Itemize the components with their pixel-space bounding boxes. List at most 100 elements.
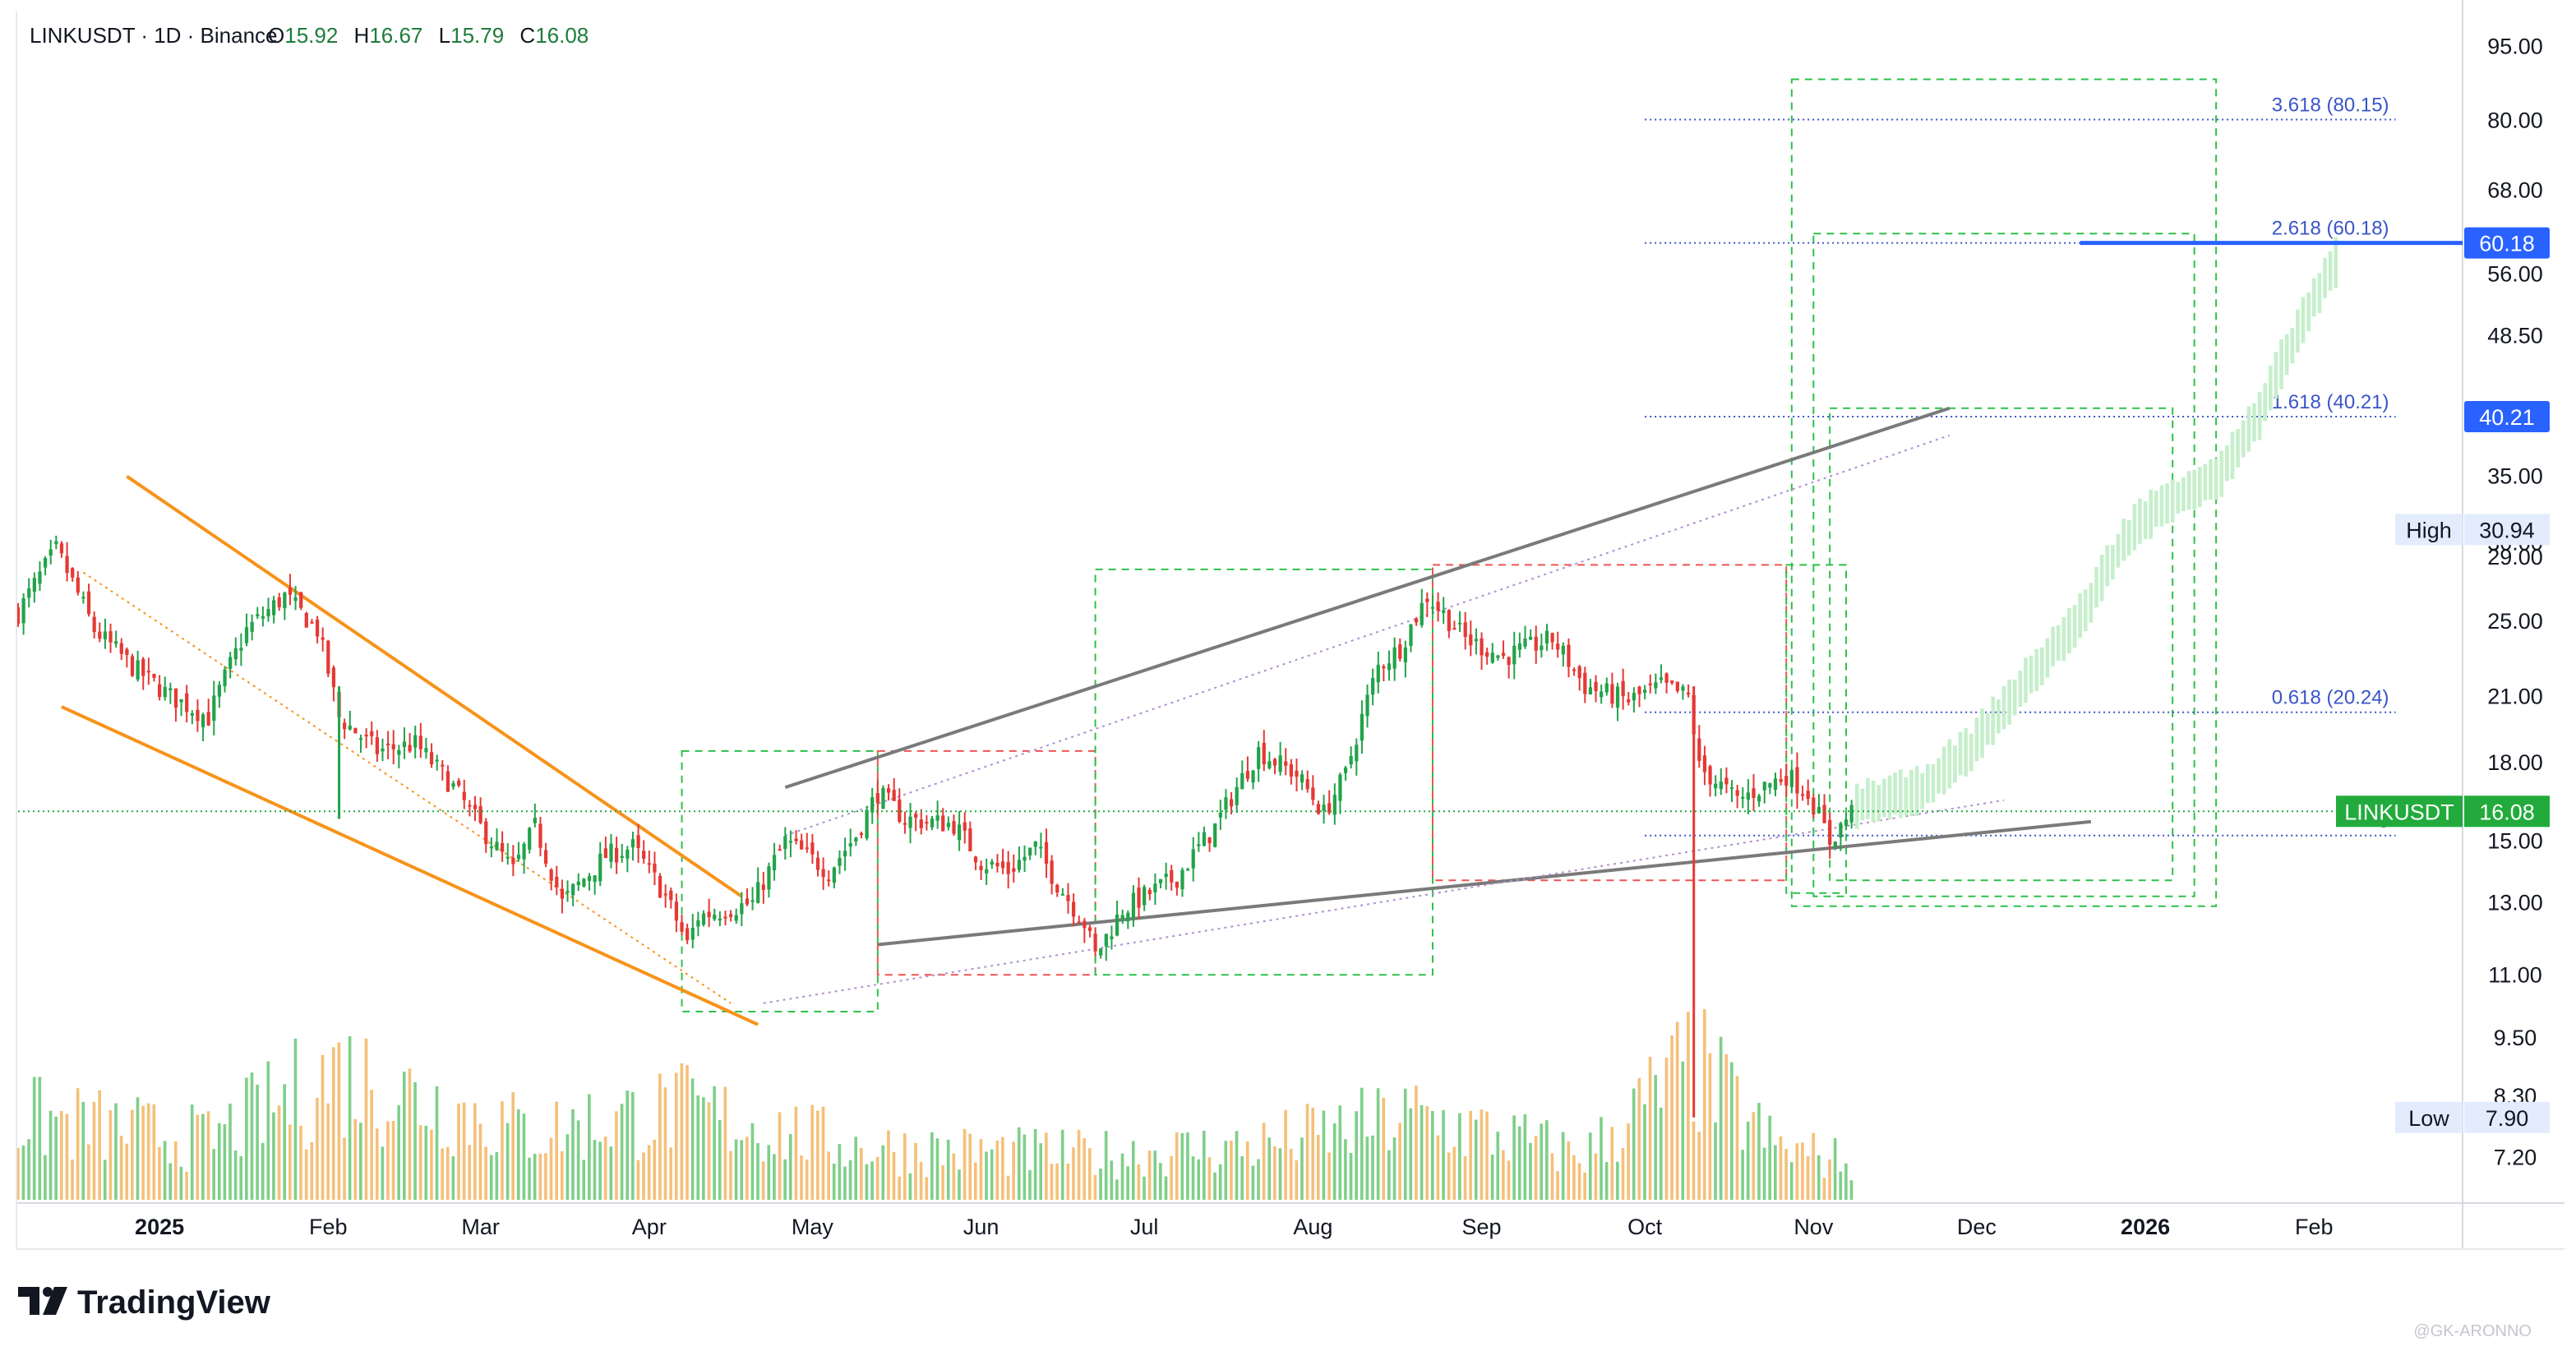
candle-body	[1507, 657, 1511, 665]
candle-body	[1806, 791, 1810, 800]
volume-bar	[1224, 1141, 1228, 1200]
symbol-badge	[2336, 795, 2463, 828]
volume-bar	[630, 1091, 635, 1200]
volume-bar	[1170, 1155, 1173, 1200]
volume-bar	[1833, 1138, 1837, 1200]
candle-body	[555, 876, 559, 888]
candle-body	[451, 783, 455, 787]
volume-bar	[1610, 1127, 1614, 1200]
price-tick-label: 11.00	[2488, 962, 2542, 987]
volume-bar	[718, 1120, 722, 1200]
volume-bar	[588, 1094, 591, 1200]
candle-body	[1789, 770, 1794, 787]
volume-bar	[1300, 1137, 1304, 1200]
candle-body	[1469, 634, 1473, 646]
volume-bar	[1724, 1054, 1729, 1200]
volume-bar	[805, 1160, 809, 1200]
volume-bar	[1180, 1132, 1184, 1200]
candle-body	[283, 593, 287, 609]
volume-bar	[1822, 1178, 1826, 1200]
volume-bar	[1828, 1159, 1831, 1200]
candle-body	[620, 855, 624, 858]
candle-body	[1415, 618, 1419, 623]
candle-body	[1795, 767, 1799, 794]
candle-body	[130, 656, 135, 676]
candle-body	[1512, 645, 1517, 665]
volume-bar	[1191, 1156, 1195, 1200]
volume-bar	[1534, 1136, 1538, 1200]
volume-bar	[1398, 1123, 1401, 1200]
candle-body	[630, 839, 635, 848]
volume-bar	[1550, 1153, 1554, 1200]
volume-bar	[794, 1106, 798, 1200]
price-tick-label: 35.00	[2487, 464, 2543, 489]
volume-bar	[1637, 1077, 1641, 1200]
candle-body	[680, 922, 684, 932]
volume-bar	[146, 1103, 150, 1200]
candle-body	[1849, 805, 1854, 823]
volume-bar	[451, 1156, 455, 1200]
candle-body	[701, 913, 706, 925]
volume-bar	[1594, 1153, 1598, 1200]
candle-body	[1501, 652, 1506, 656]
volume-bar	[903, 1133, 907, 1200]
candle-body	[1104, 934, 1108, 947]
price-badge-text: 40.21	[2479, 405, 2535, 430]
volume-bar	[1784, 1149, 1788, 1200]
candle-body	[473, 805, 478, 809]
volume-bar	[680, 1063, 684, 1200]
candle-body	[119, 643, 123, 654]
tradingview-logo[interactable]: TradingView	[18, 1284, 271, 1321]
volume-bar	[288, 1124, 292, 1200]
candle-body	[783, 836, 787, 850]
volume-bar	[1245, 1141, 1249, 1200]
candle-body	[875, 793, 879, 804]
symbol-legend[interactable]: LINKUSDT · 1D · Binance O15.92 H16.67 L1…	[30, 23, 589, 48]
volume-bar	[1844, 1163, 1848, 1200]
candle-body	[1523, 638, 1527, 647]
candle-body	[941, 815, 945, 832]
candle-body	[1588, 687, 1593, 695]
candle-body	[669, 890, 673, 901]
candle-body	[723, 916, 727, 919]
candle-body	[1197, 844, 1201, 846]
candle-body	[27, 588, 31, 598]
volume-bar	[1648, 1057, 1652, 1200]
candle-body	[233, 648, 238, 660]
volume-bar	[560, 1150, 564, 1200]
volume-bar	[626, 1090, 629, 1200]
price-tick-label: 68.00	[2487, 178, 2543, 203]
volume-bar	[212, 1149, 215, 1200]
volume-bar	[1540, 1123, 1544, 1200]
candle-body	[696, 920, 700, 927]
volume-bar	[299, 1125, 302, 1200]
volume-bar	[21, 1146, 25, 1200]
time-axis[interactable]: 2025 Feb Mar Apr May Jun Jul Aug Sep Oct Nov Dec 202…	[135, 1215, 2333, 1239]
candle-body	[587, 876, 592, 881]
volume-bar	[1087, 1148, 1092, 1200]
volume-bar	[1012, 1141, 1015, 1200]
volume-bar	[65, 1114, 69, 1200]
volume-bar	[946, 1139, 950, 1200]
candle-body	[614, 847, 619, 863]
volume-bar	[788, 1134, 792, 1200]
candle-body	[1817, 807, 1821, 814]
volume-bar	[1409, 1108, 1413, 1200]
time-tick-label: Jun	[963, 1215, 999, 1239]
volume-bar	[206, 1111, 210, 1200]
candle-body	[756, 882, 760, 903]
candle-body	[1398, 644, 1402, 659]
volume-bar	[1746, 1121, 1750, 1200]
volume-bar	[1355, 1111, 1358, 1200]
low-label: L	[439, 23, 450, 48]
volume-bar	[729, 1150, 732, 1200]
price-tick-label: 80.00	[2487, 108, 2543, 132]
volume-bar	[1474, 1119, 1478, 1200]
volume-bar	[1164, 1176, 1168, 1200]
volume-bar	[1839, 1171, 1843, 1200]
volume-bar	[1774, 1145, 1777, 1200]
symbol-title[interactable]: LINKUSDT · 1D · Binance	[30, 23, 278, 48]
